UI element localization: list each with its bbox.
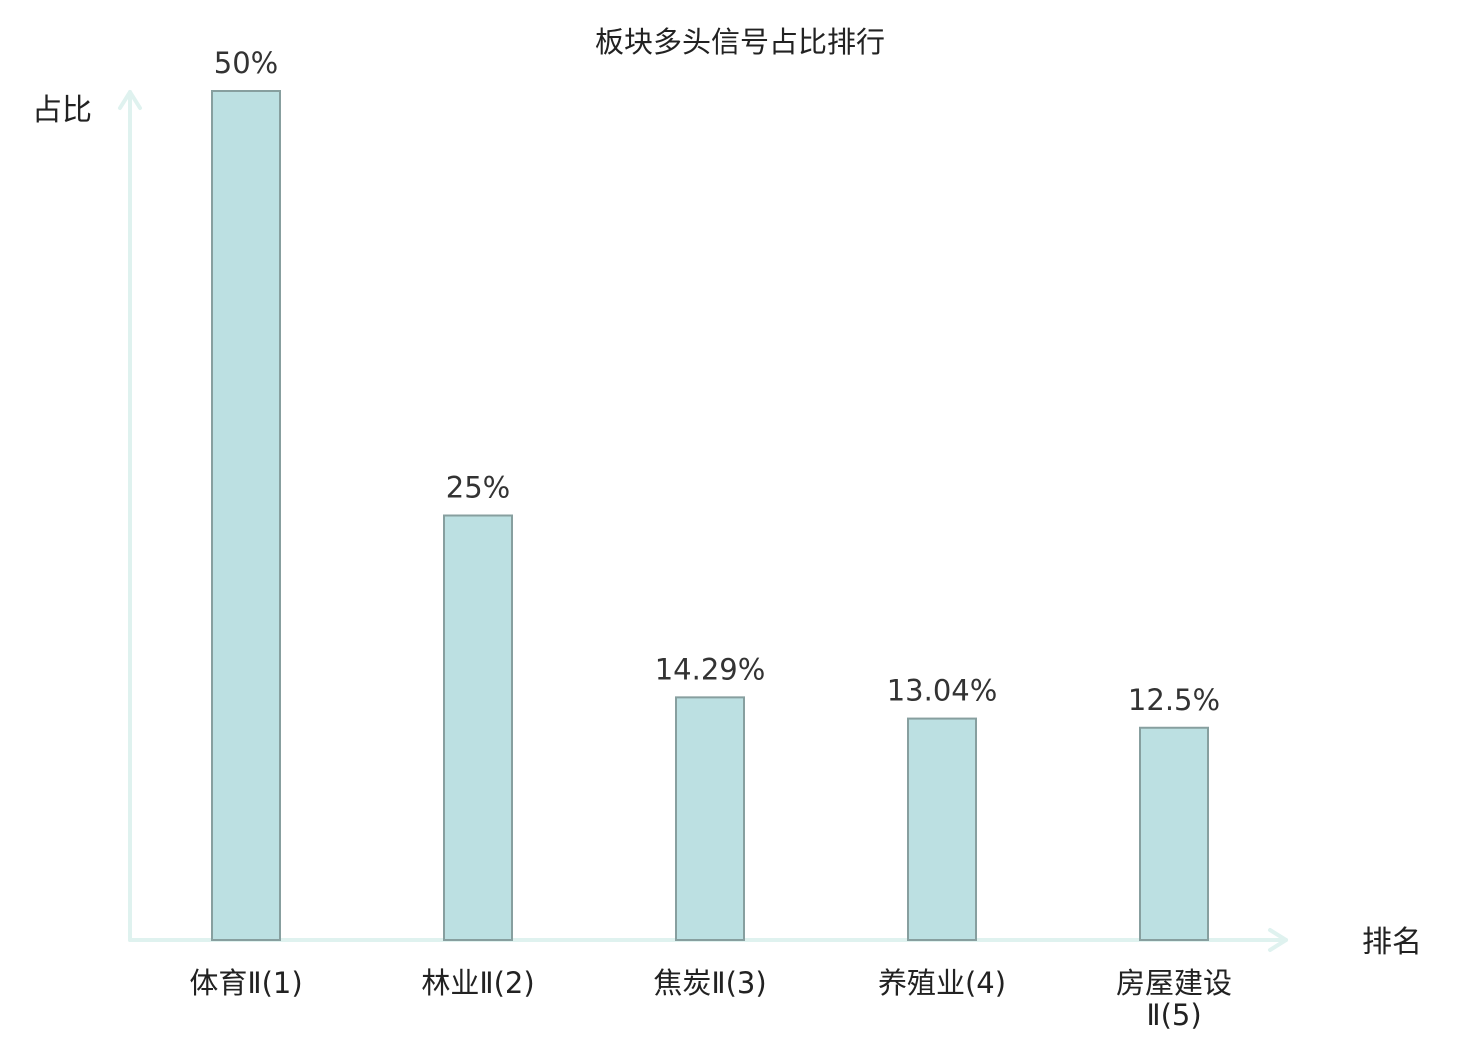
y-axis-label: 占比 [32,93,92,128]
x-axis-arrow [1268,928,1288,952]
value-label-3: 14.29% [655,652,766,686]
bar-1 [211,90,281,941]
category-label-1: 体育Ⅱ(1) [189,966,302,1000]
bars-group [211,90,1209,942]
chart-title: 板块多头信号占比排行 [595,25,885,59]
category-label-5-line-1: 房屋建设 [1116,966,1232,1000]
x-axis-label: 排名 [1362,925,1422,960]
bar-2 [443,514,513,941]
value-label-5: 12.5% [1128,683,1220,717]
category-label-3: 焦炭Ⅱ(3) [653,966,766,1000]
y-axis-arrow [118,90,142,110]
value-label-1: 50% [214,46,278,80]
bar-4 [907,717,977,942]
bar-3 [675,696,745,941]
value-label-4: 13.04% [887,674,998,708]
category-label-4: 养殖业(4) [878,966,1006,1000]
value-labels-group: 50% 25% 14.29% 13.04% 12.5% [214,46,1220,717]
category-label-2: 林业Ⅱ(2) [421,966,534,1000]
category-label-5-line-2: Ⅱ(5) [1146,998,1201,1032]
value-label-2: 25% [446,471,510,505]
bar-5 [1139,726,1209,941]
